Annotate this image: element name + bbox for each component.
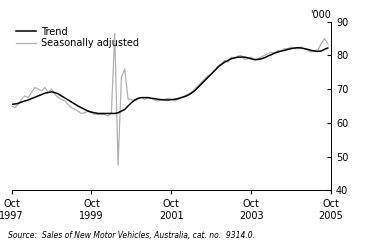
Text: '000: '000 [310,10,331,20]
Legend: Trend, Seasonally adjusted: Trend, Seasonally adjusted [17,27,139,48]
Text: Source:  Sales of New Motor Vehicles, Australia, cat. no.  9314.0.: Source: Sales of New Motor Vehicles, Aus… [8,231,255,240]
